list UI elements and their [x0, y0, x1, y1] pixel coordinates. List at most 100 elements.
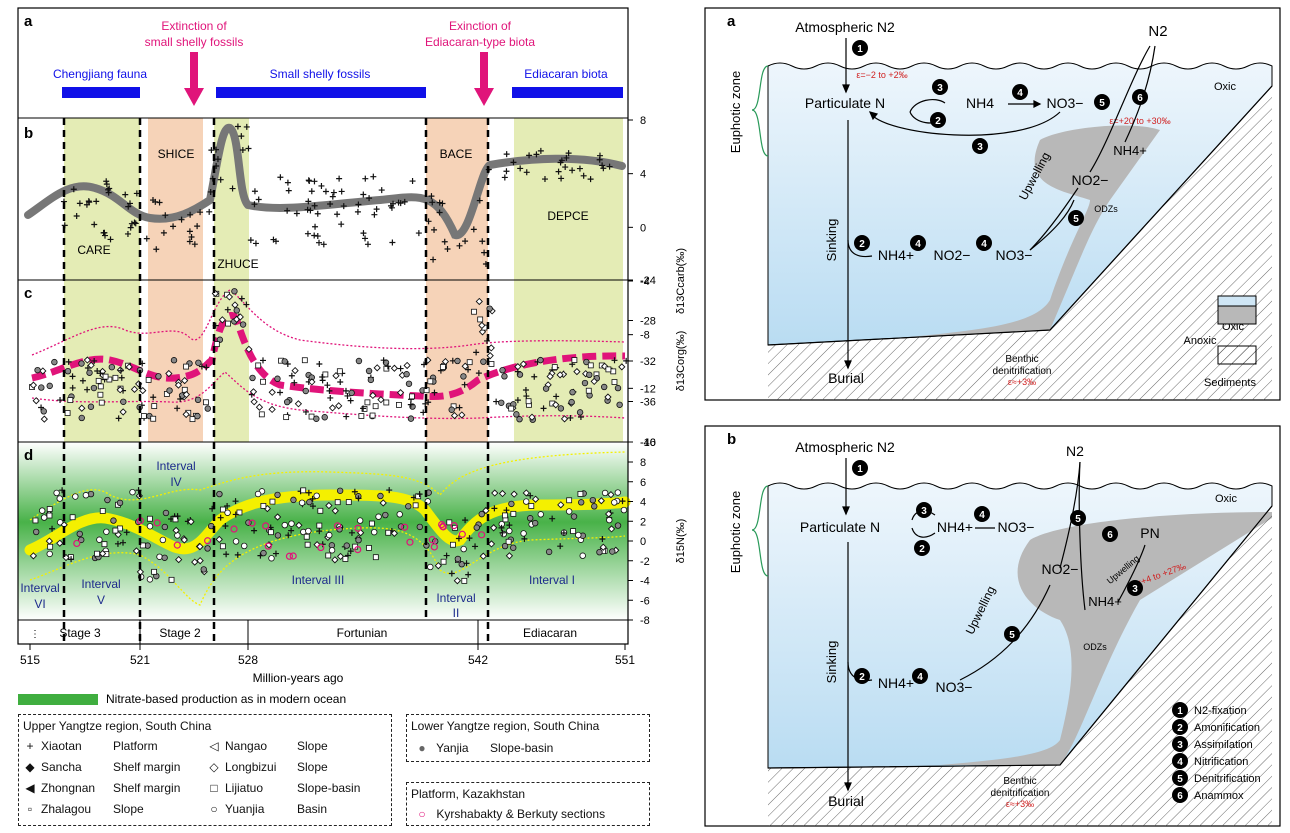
scatter-point	[116, 386, 124, 394]
axis-b-label: δ13Ccarb(‰)	[675, 248, 687, 314]
scatter-point	[488, 361, 495, 367]
axis-tick: -16	[640, 437, 656, 449]
scatter-point	[49, 525, 56, 532]
scatter-point	[112, 527, 119, 534]
scatter-point	[91, 221, 98, 228]
legend-upper-yangtze: Upper Yangtze region, South China + Xiaot…	[18, 714, 392, 826]
scatter-point	[342, 556, 349, 562]
scatter-point	[312, 223, 319, 230]
scatter-point	[174, 513, 181, 520]
scatter-point	[174, 405, 181, 412]
axis-tick: 6	[640, 477, 646, 489]
axis-tick: 4	[640, 169, 646, 181]
scatter-point	[360, 405, 367, 412]
scatter-point	[236, 509, 243, 516]
scatter-point	[150, 394, 157, 401]
step-badge-number: 2	[859, 239, 865, 250]
scatter-point	[440, 558, 447, 565]
scatter-point	[291, 366, 299, 375]
scatter-point	[294, 400, 303, 408]
legend-upper-row: □ Lijiatuo Slope-basin	[207, 781, 360, 795]
scatter-point	[390, 529, 398, 537]
scatter-point	[306, 498, 313, 506]
scatter-point	[416, 523, 424, 531]
scatter-point	[316, 239, 323, 246]
x-tick-515: 515	[20, 653, 40, 667]
step-badge-number: 4	[981, 239, 987, 250]
scatter-point	[367, 376, 375, 384]
scatter-point	[29, 381, 38, 389]
step-badge-number: 2	[859, 672, 865, 683]
scatter-point	[347, 397, 354, 404]
scatter-point	[378, 187, 385, 194]
step-badge-number: 4	[917, 672, 923, 683]
step-badge	[912, 668, 928, 684]
scatter-point	[557, 405, 565, 412]
scatter-point	[200, 566, 207, 573]
scatter-point	[108, 363, 116, 371]
scatter-point	[85, 198, 92, 205]
scatter-point	[69, 384, 76, 391]
scatter-point	[382, 511, 389, 519]
scatter-point	[513, 411, 520, 418]
scatter-point	[336, 175, 343, 182]
scatter-point	[233, 307, 240, 314]
scatter-point	[56, 539, 64, 547]
scatter-point	[371, 528, 378, 536]
scatter-point	[220, 506, 226, 513]
scatter-point	[441, 238, 448, 245]
scatter-point	[429, 199, 436, 206]
scatter-point	[540, 405, 547, 412]
scatter-point	[224, 306, 231, 313]
scatter-point	[32, 528, 40, 536]
legend-lower-row: ● Yanjia Slope-basin	[415, 741, 553, 755]
scatter-point	[215, 535, 223, 544]
scatter-point	[217, 514, 224, 521]
legend-marker: ▫	[27, 802, 33, 816]
scatter-point	[472, 543, 479, 550]
scatter-point	[577, 490, 584, 497]
scatter-point	[597, 497, 605, 505]
scatter-point	[206, 208, 213, 215]
axis-tick: -8	[640, 615, 650, 627]
scatter-point	[268, 555, 275, 562]
kaz-point	[478, 531, 486, 539]
scatter-point	[471, 308, 477, 315]
scatter-point	[260, 502, 267, 509]
scatter-point	[277, 389, 284, 396]
scatter-point	[84, 386, 91, 393]
step-badge-number: 5	[1177, 774, 1183, 785]
scatter-point	[549, 515, 556, 522]
scatter-point	[505, 552, 514, 560]
legend-upper-row: ◀ Zhongnan Shelf margin	[23, 781, 180, 795]
step-badge	[1172, 770, 1188, 786]
scatter-point	[501, 542, 509, 550]
scatter-point	[436, 209, 443, 216]
event-ssf-line2: small shelly fossils	[145, 35, 244, 49]
scatter-point	[616, 401, 623, 408]
legend-kaz-name: Kyrshabakty & Berkuty sections	[436, 807, 606, 821]
scatter-point	[139, 542, 146, 549]
scatter-point	[38, 507, 46, 514]
legend-b-item: N2-fixation	[1194, 705, 1247, 717]
scatter-point	[569, 389, 576, 396]
sinking-b: Sinking	[824, 641, 839, 684]
scatter-point	[101, 541, 108, 548]
scatter-point	[479, 552, 487, 560]
scatter-point	[51, 358, 58, 366]
band-bace: BACE	[440, 147, 473, 161]
step-badge	[854, 668, 870, 684]
right-a-label: a	[727, 13, 736, 30]
legend-site-name: Sancha	[41, 760, 82, 774]
axis-tick: -4	[640, 276, 650, 288]
scatter-point	[98, 399, 105, 406]
interval-i: Interval I	[529, 573, 575, 587]
scatter-point	[268, 388, 276, 396]
scatter-point	[322, 371, 329, 378]
legend-site-env: Slope	[297, 760, 328, 774]
chain-b-1: NO3−	[936, 679, 973, 695]
scatter-point	[336, 552, 345, 561]
scatter-point	[309, 495, 316, 502]
yanjia-marker: ●	[418, 741, 426, 755]
scatter-point	[396, 511, 403, 518]
